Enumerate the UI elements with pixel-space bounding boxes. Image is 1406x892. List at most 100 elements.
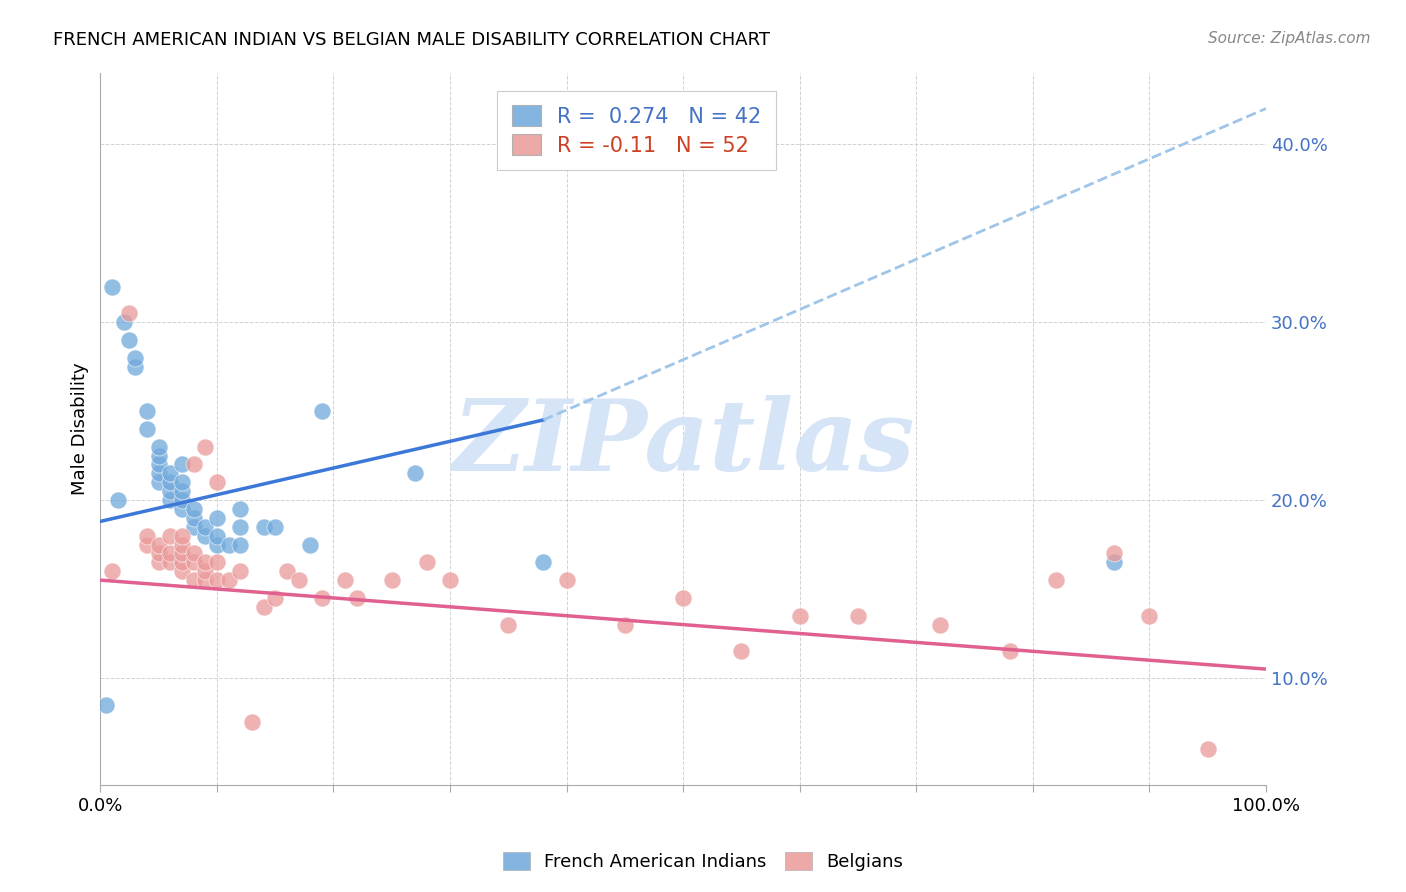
Point — [148, 440, 170, 454]
Point — [170, 458, 193, 472]
Point — [148, 546, 170, 560]
Point — [252, 520, 274, 534]
Point — [118, 333, 141, 347]
Point — [194, 520, 217, 534]
Point — [148, 537, 170, 551]
Point — [613, 617, 636, 632]
Legend: R =  0.274   N = 42, R = -0.11   N = 52: R = 0.274 N = 42, R = -0.11 N = 52 — [496, 90, 776, 170]
Point — [136, 404, 159, 418]
Point — [205, 555, 228, 569]
Point — [264, 520, 287, 534]
Point — [311, 404, 333, 418]
Point — [1045, 573, 1067, 587]
Point — [672, 591, 695, 605]
Point — [205, 537, 228, 551]
Point — [439, 573, 461, 587]
Text: ZIPatlas: ZIPatlas — [451, 395, 914, 491]
Point — [170, 564, 193, 578]
Point — [148, 458, 170, 472]
Point — [107, 493, 129, 508]
Point — [205, 573, 228, 587]
Point — [194, 528, 217, 542]
Point — [229, 564, 252, 578]
Point — [299, 537, 322, 551]
Point — [252, 599, 274, 614]
Point — [1104, 555, 1126, 569]
Point — [205, 511, 228, 525]
Point — [531, 555, 554, 569]
Point — [124, 351, 146, 365]
Legend: French American Indians, Belgians: French American Indians, Belgians — [495, 846, 911, 879]
Point — [148, 449, 170, 463]
Point — [346, 591, 368, 605]
Point — [170, 475, 193, 490]
Point — [928, 617, 950, 632]
Point — [170, 502, 193, 516]
Point — [264, 591, 287, 605]
Point — [170, 484, 193, 499]
Point — [101, 279, 124, 293]
Point — [183, 555, 205, 569]
Point — [311, 591, 333, 605]
Point — [183, 573, 205, 587]
Point — [118, 306, 141, 320]
Text: FRENCH AMERICAN INDIAN VS BELGIAN MALE DISABILITY CORRELATION CHART: FRENCH AMERICAN INDIAN VS BELGIAN MALE D… — [53, 31, 770, 49]
Point — [136, 528, 159, 542]
Point — [229, 520, 252, 534]
Point — [159, 467, 181, 481]
Point — [194, 440, 217, 454]
Point — [555, 573, 578, 587]
Point — [333, 573, 356, 587]
Point — [136, 422, 159, 436]
Point — [159, 555, 181, 569]
Point — [159, 528, 181, 542]
Y-axis label: Male Disability: Male Disability — [72, 362, 89, 495]
Point — [101, 564, 124, 578]
Point — [240, 715, 263, 730]
Point — [183, 458, 205, 472]
Point — [159, 484, 181, 499]
Point — [183, 546, 205, 560]
Point — [170, 546, 193, 560]
Point — [1197, 742, 1219, 756]
Point — [998, 644, 1021, 658]
Point — [170, 537, 193, 551]
Point — [183, 520, 205, 534]
Point — [112, 315, 135, 329]
Point — [1104, 546, 1126, 560]
Point — [136, 537, 159, 551]
Point — [229, 537, 252, 551]
Point — [170, 555, 193, 569]
Point — [124, 359, 146, 374]
Point — [218, 573, 240, 587]
Point — [194, 564, 217, 578]
Point — [96, 698, 118, 712]
Point — [205, 475, 228, 490]
Point — [730, 644, 752, 658]
Point — [194, 555, 217, 569]
Point — [148, 555, 170, 569]
Point — [194, 573, 217, 587]
Point — [416, 555, 439, 569]
Point — [276, 564, 298, 578]
Point — [218, 537, 240, 551]
Point — [381, 573, 404, 587]
Point — [205, 528, 228, 542]
Point — [170, 528, 193, 542]
Point — [404, 467, 426, 481]
Point — [148, 475, 170, 490]
Text: Source: ZipAtlas.com: Source: ZipAtlas.com — [1208, 31, 1371, 46]
Point — [159, 493, 181, 508]
Point — [498, 617, 520, 632]
Point — [183, 502, 205, 516]
Point — [287, 573, 309, 587]
Point — [229, 502, 252, 516]
Point — [159, 475, 181, 490]
Point — [170, 493, 193, 508]
Point — [183, 511, 205, 525]
Point — [1139, 608, 1161, 623]
Point — [846, 608, 869, 623]
Point — [789, 608, 811, 623]
Point — [148, 467, 170, 481]
Point — [159, 546, 181, 560]
